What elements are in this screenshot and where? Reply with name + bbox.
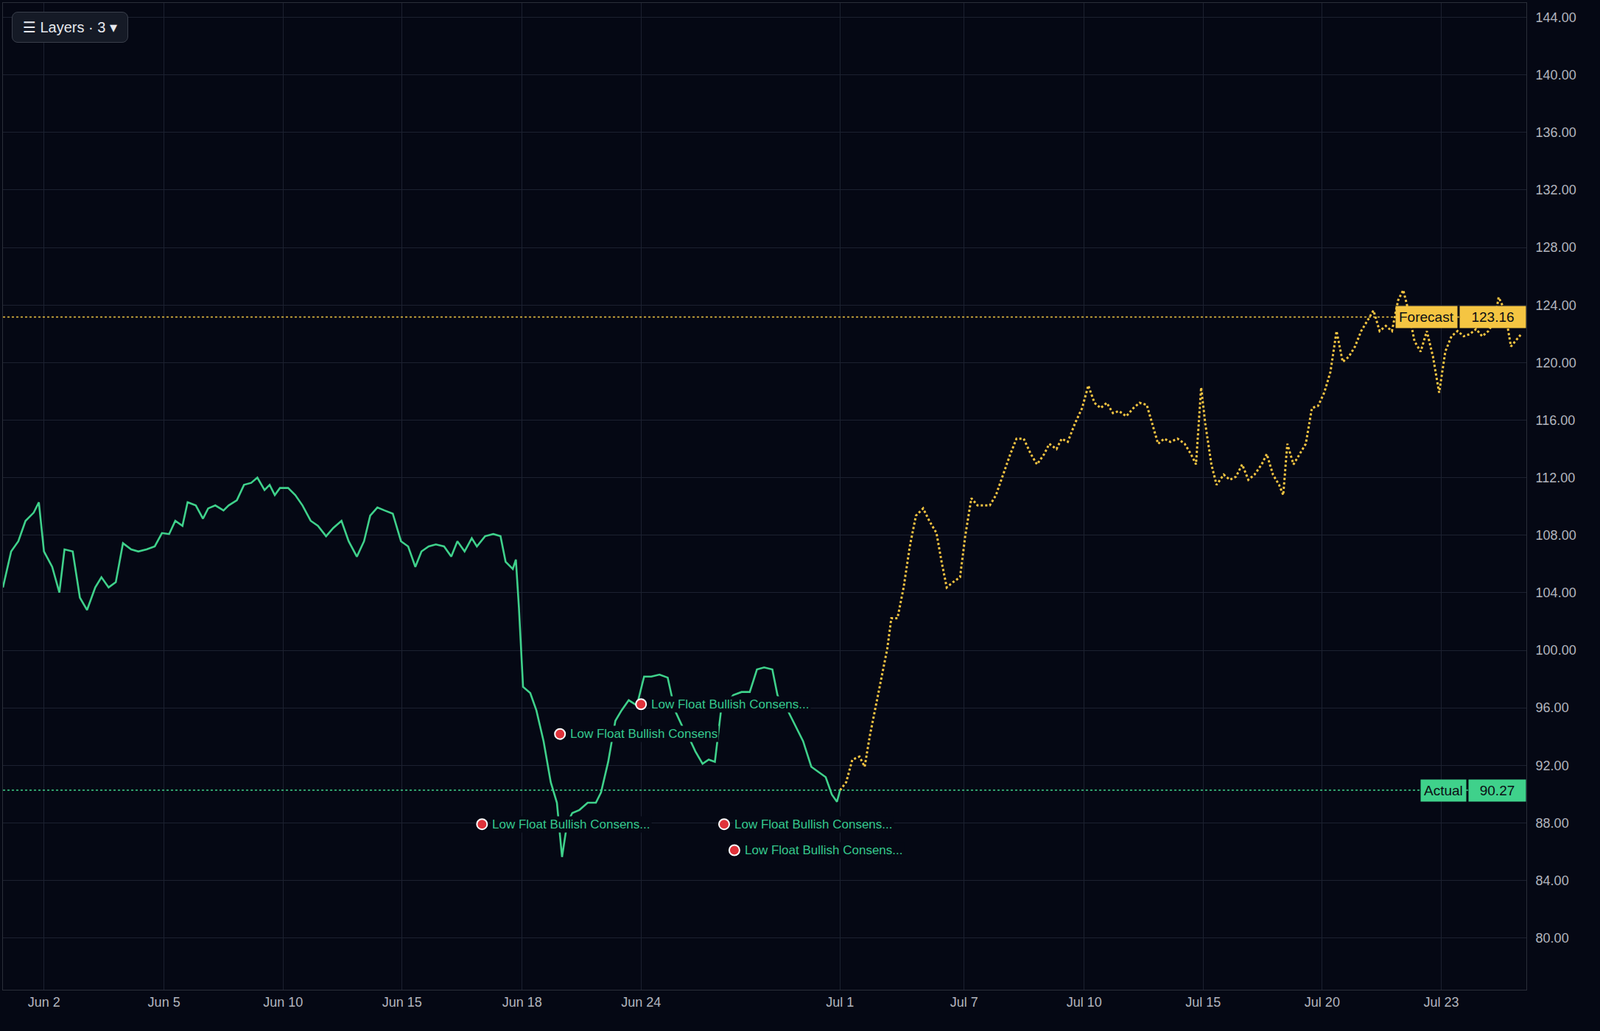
svg-text:140.00: 140.00 <box>1535 67 1577 83</box>
svg-text:Jun 18: Jun 18 <box>502 995 543 1010</box>
svg-text:84.00: 84.00 <box>1535 873 1570 889</box>
svg-text:Low Float Bullish Consens...: Low Float Bullish Consens... <box>492 817 651 832</box>
svg-text:92.00: 92.00 <box>1535 758 1570 774</box>
svg-text:Jun 24: Jun 24 <box>620 995 661 1010</box>
svg-text:Jul 15: Jul 15 <box>1185 995 1221 1010</box>
svg-text:123.16: 123.16 <box>1471 309 1514 325</box>
svg-text:Forecast: Forecast <box>1398 309 1455 325</box>
svg-text:Actual: Actual <box>1423 783 1463 799</box>
svg-text:100.00: 100.00 <box>1535 643 1577 658</box>
svg-text:Jul 10: Jul 10 <box>1066 995 1103 1010</box>
svg-text:112.00: 112.00 <box>1535 470 1576 486</box>
svg-text:144.00: 144.00 <box>1535 10 1577 26</box>
svg-text:Jun 5: Jun 5 <box>148 995 181 1010</box>
svg-text:Low Float Bullish Consens...: Low Float Bullish Consens... <box>734 817 893 832</box>
svg-text:Low Float Bullish Consens: Low Float Bullish Consens <box>570 727 718 742</box>
svg-text:124.00: 124.00 <box>1535 298 1577 314</box>
svg-text:Jul 20: Jul 20 <box>1304 995 1340 1010</box>
svg-text:Jun 2: Jun 2 <box>27 995 61 1010</box>
svg-text:116.00: 116.00 <box>1535 413 1576 428</box>
svg-text:Jul 23: Jul 23 <box>1423 995 1459 1010</box>
svg-text:Jul 7: Jul 7 <box>950 995 979 1010</box>
svg-text:132.00: 132.00 <box>1535 182 1577 198</box>
svg-text:Jun 15: Jun 15 <box>382 995 423 1010</box>
svg-text:Jun 10: Jun 10 <box>262 995 303 1010</box>
svg-text:104.00: 104.00 <box>1535 585 1577 601</box>
svg-text:108.00: 108.00 <box>1535 528 1577 543</box>
svg-text:80.00: 80.00 <box>1535 931 1570 946</box>
html-text:☰ Layers · 3 ▾: ☰ Layers · 3 ▾ <box>22 19 118 36</box>
svg-text:Low Float Bullish Consens...: Low Float Bullish Consens... <box>651 697 810 712</box>
svg-text:120.00: 120.00 <box>1535 355 1577 371</box>
svg-text:96.00: 96.00 <box>1535 700 1570 716</box>
svg-text:90.27: 90.27 <box>1479 783 1516 799</box>
svg-text:88.00: 88.00 <box>1535 816 1570 831</box>
svg-text:Low Float Bullish Consens...: Low Float Bullish Consens... <box>744 843 904 858</box>
svg-text:Jul 1: Jul 1 <box>825 995 854 1010</box>
svg-text:136.00: 136.00 <box>1535 125 1577 140</box>
svg-text:128.00: 128.00 <box>1535 240 1577 255</box>
